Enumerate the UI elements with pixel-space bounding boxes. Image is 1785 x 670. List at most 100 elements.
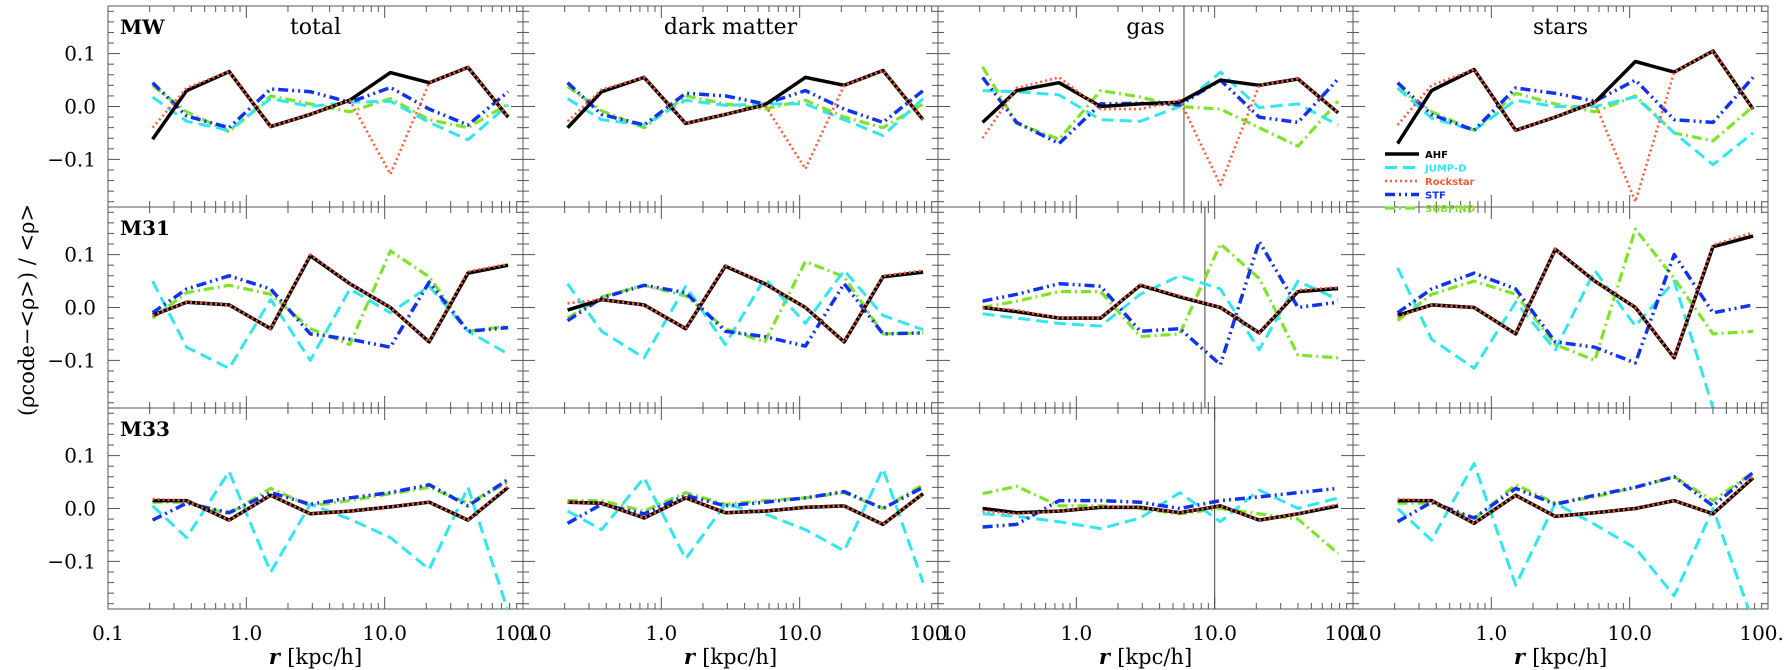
series-line-stf [566, 81, 925, 127]
x-axis-label-variable: r [269, 644, 287, 669]
column-title: total [290, 15, 341, 40]
x-axis-label: r [kpc/h] [1514, 644, 1607, 669]
series-line-rockstar [152, 253, 509, 344]
series-line-ahf [981, 77, 1340, 124]
series-line-jump-d [566, 467, 925, 584]
series-line-subfind [982, 242, 1339, 360]
series-line-jump-d [1396, 86, 1755, 167]
series-line-ahf [566, 68, 925, 129]
panel-frame [107, 407, 524, 610]
x-tick-label: 10.0 [1192, 621, 1237, 645]
panel-mw-dark-matter: dark matter [522, 5, 939, 208]
y-tick-label: −0.1 [47, 147, 96, 171]
series-group [982, 239, 1339, 367]
panel-mw-stars: stars [1352, 5, 1769, 208]
series-line-jump-d [1396, 267, 1718, 408]
series-line-jump-d [151, 470, 509, 609]
series-group [1396, 49, 1755, 203]
panel-m33-stars: 0.1 1.0 10.0 100.0 r [kpc/h] [1337, 407, 1785, 669]
x-tick-label: 100.0 [494, 621, 551, 645]
series-line-stf [981, 76, 1340, 146]
series-line-jump-d [982, 274, 1339, 352]
panel-frame [522, 407, 939, 610]
series-line-rockstar [981, 76, 1339, 187]
series-line-subfind [1396, 227, 1754, 362]
series-line-subfind [981, 65, 1340, 148]
series-line-jump-d [151, 280, 509, 370]
x-axis-label-variable: r [684, 644, 702, 669]
panel-frame [1352, 407, 1769, 610]
series-group [981, 65, 1340, 187]
x-axis-label: r [kpc/h] [269, 644, 362, 669]
y-tick-label: 0.1 [64, 243, 96, 267]
x-tick-label: 0.1 [922, 621, 954, 645]
y-tick-label: 0.1 [64, 444, 96, 468]
x-tick-label: 1.0 [1060, 621, 1092, 645]
series-line-stf [151, 477, 510, 522]
series-line-subfind [982, 484, 1340, 555]
panel-m33-dark-matter: 0.1 1.0 10.0 100.0 r [kpc/h] [507, 407, 967, 669]
panel-m31-stars [1352, 206, 1769, 409]
x-axis-label-unit: [kpc/h] [287, 645, 362, 669]
x-tick-label: 1.0 [1475, 621, 1507, 645]
series-group [151, 65, 510, 176]
series-line-stf [982, 239, 1339, 367]
y-tick-label: 0.0 [64, 296, 96, 320]
series-line-jump-d [151, 95, 510, 142]
panel-m33-gas: 0.1 1.0 10.0 100.0 r [kpc/h] [922, 407, 1382, 669]
x-tick-label: 10.0 [362, 621, 407, 645]
series-group [151, 470, 510, 609]
series-line-subfind [566, 85, 924, 130]
y-axis-label: (ρcode−<ρ>) / <ρ> [15, 204, 39, 416]
series-group [566, 68, 925, 171]
x-tick-label: 100.0 [1739, 621, 1785, 645]
series-group [1396, 462, 1755, 609]
x-axis-label-unit: [kpc/h] [1532, 645, 1607, 669]
column-title: dark matter [664, 15, 798, 40]
column-title: gas [1126, 15, 1165, 40]
legend-label-stf: STF [1425, 191, 1446, 202]
series-line-stf [1396, 76, 1755, 133]
panel-mw-total: −0.1 0.0 0.1 total MW [47, 5, 524, 208]
series-line-ahf [1397, 234, 1754, 360]
x-tick-label: 0.1 [507, 621, 539, 645]
series-group [566, 259, 924, 360]
series-line-rockstar [1397, 475, 1754, 525]
series-group [566, 467, 925, 584]
x-tick-label: 0.1 [92, 621, 124, 645]
legend: AHF JUMP-D Rockstar STF SUBFIND [1385, 150, 1475, 215]
column-title: stars [1533, 15, 1588, 40]
series-group [151, 249, 509, 370]
series-line-jump-d [566, 269, 924, 360]
series-line-ahf [1396, 49, 1755, 145]
y-tick-label: 0.1 [64, 42, 96, 66]
series-line-rockstar [151, 66, 510, 176]
panel-m31-total: −0.1 0.0 0.1 M31 [47, 206, 524, 409]
legend-label-subfind: SUBFIND [1425, 204, 1475, 215]
y-tick-label: 0.0 [64, 95, 96, 119]
series-line-jump-d [982, 70, 1339, 127]
series-line-ahf [1397, 476, 1755, 526]
series-line-ahf [567, 264, 924, 344]
x-tick-label: 10.0 [1607, 621, 1652, 645]
panels: −0.1 0.0 0.1 total MW dark matter gas stars −0.1… [47, 5, 1785, 669]
x-axis-label: r [kpc/h] [684, 644, 777, 669]
x-axis-label-variable: r [1514, 644, 1532, 669]
series-line-rockstar [567, 263, 924, 344]
series-line-rockstar [567, 492, 924, 526]
y-tick-label: 0.0 [64, 497, 96, 521]
series-line-jump-d [1396, 462, 1751, 609]
panel-m31-dark-matter [522, 206, 939, 409]
series-group [982, 484, 1340, 555]
series-line-rockstar [1397, 231, 1754, 360]
x-tick-label: 1.0 [645, 621, 677, 645]
series-line-ahf [151, 65, 510, 141]
series-line-stf [151, 81, 510, 130]
legend-label-ahf: AHF [1425, 150, 1448, 161]
x-tick-label: 100.0 [1324, 621, 1381, 645]
panel-m33-total: −0.1 0.0 0.1 M33 0.1 1.0 10.0 100.0 r [kpc/h] [47, 407, 552, 669]
x-axis-label-variable: r [1099, 644, 1117, 669]
row-label: M33 [120, 417, 170, 441]
x-tick-label: 0.1 [1337, 621, 1369, 645]
